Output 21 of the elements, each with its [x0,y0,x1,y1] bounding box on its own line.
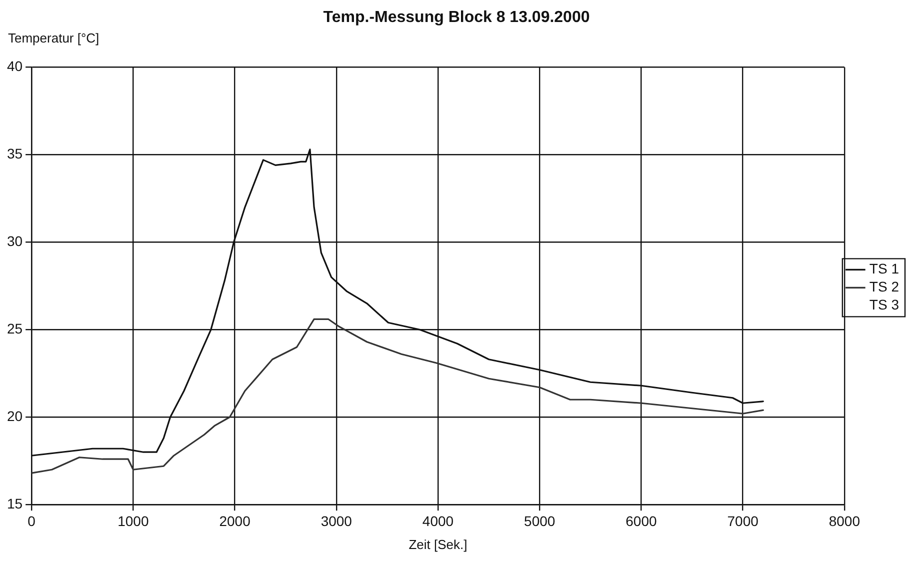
y-axis-title: Temperatur [°C] [8,30,100,46]
x-tick-label: 7000 [727,512,759,529]
x-tick-label: 0 [28,512,36,529]
legend-label: TS 2 [869,278,900,295]
x-tick-label: 5000 [524,512,556,529]
y-tick-label: 35 [6,146,23,162]
y-tick-label: 30 [6,233,23,250]
chart-title: Temp.-Messung Block 8 13.09.2000 [323,9,590,26]
x-tick-label: 2000 [219,512,251,529]
text: TS 3 [869,296,900,313]
x-tick-label: 1000 [118,512,149,529]
x-tick-label: 4000 [422,512,454,529]
y-tick-label: 20 [6,408,23,424]
y-tick-label: 25 [6,320,23,336]
x-tick-label: 8000 [828,512,860,529]
x-tick-label: 6000 [626,512,657,529]
y-tick-label: 15 [6,495,23,512]
x-axis-title: Zeit [Sek.] [408,536,468,552]
y-tick-label: 40 [6,58,23,74]
legend-label: TS 1 [869,260,900,277]
x-tick-label: 3000 [320,512,352,529]
